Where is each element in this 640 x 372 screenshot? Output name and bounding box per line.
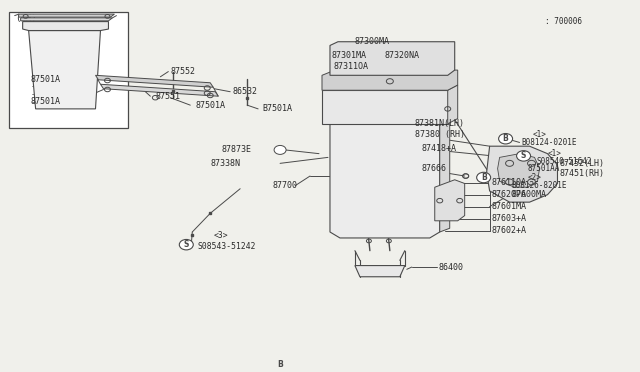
Text: 87451(RH): 87451(RH) [559, 169, 604, 178]
Text: 87501A: 87501A [195, 101, 225, 110]
Circle shape [274, 145, 286, 154]
Circle shape [477, 172, 491, 183]
Text: S: S [521, 151, 526, 160]
Text: B: B [277, 360, 283, 369]
Text: 86532: 86532 [232, 87, 257, 96]
Text: 87603+A: 87603+A [492, 214, 527, 223]
Text: 87501AA: 87501AA [527, 164, 560, 173]
Text: B08124-0201E: B08124-0201E [522, 138, 577, 147]
Polygon shape [440, 120, 450, 232]
Text: 87501A: 87501A [31, 74, 61, 84]
Text: <1>: <1> [547, 149, 561, 158]
Text: 87873E: 87873E [221, 145, 252, 154]
Text: 87338N: 87338N [210, 159, 240, 168]
Text: 87620PA: 87620PA [492, 190, 527, 199]
Text: <2>: <2> [527, 173, 541, 182]
Text: 87452(LH): 87452(LH) [559, 159, 604, 168]
Text: 86400: 86400 [439, 263, 464, 272]
Text: B: B [503, 134, 508, 143]
Text: 87418+A: 87418+A [422, 144, 457, 153]
Text: B: B [481, 173, 486, 182]
Bar [9, 12, 129, 128]
Text: 87301MA: 87301MA [332, 51, 367, 60]
Text: S08543-51242: S08543-51242 [197, 243, 256, 251]
Polygon shape [29, 31, 100, 109]
Text: 87602+A: 87602+A [492, 226, 527, 235]
Circle shape [499, 134, 513, 144]
Text: S08540-51642: S08540-51642 [536, 157, 592, 166]
Text: 87300MA: 87300MA [355, 37, 390, 46]
Text: 87552: 87552 [170, 67, 195, 76]
Text: 87311OA: 87311OA [334, 62, 369, 71]
Circle shape [273, 359, 287, 369]
Polygon shape [19, 14, 115, 17]
Polygon shape [95, 75, 213, 87]
Text: 87666: 87666 [422, 164, 447, 173]
Polygon shape [486, 146, 557, 202]
Polygon shape [330, 124, 440, 238]
Text: 87611OA: 87611OA [492, 178, 527, 187]
Polygon shape [435, 180, 465, 221]
Polygon shape [448, 85, 458, 124]
Polygon shape [498, 154, 540, 187]
Text: B08126-8201E: B08126-8201E [511, 181, 567, 190]
Text: 87320NA: 87320NA [385, 51, 420, 60]
Polygon shape [322, 90, 448, 124]
Text: S: S [184, 240, 189, 249]
Circle shape [516, 151, 531, 161]
Polygon shape [322, 70, 458, 90]
Text: B7501A: B7501A [262, 105, 292, 113]
Text: (LH): (LH) [15, 14, 36, 23]
Polygon shape [22, 22, 108, 31]
Polygon shape [330, 42, 454, 75]
Text: 87551: 87551 [156, 92, 180, 101]
Polygon shape [20, 18, 113, 21]
Text: 87380 (RH): 87380 (RH) [415, 131, 465, 140]
Text: 87381N(LH): 87381N(LH) [415, 119, 465, 128]
Text: <1>: <1> [532, 131, 547, 140]
Text: <3>: <3> [213, 231, 228, 240]
Text: 87501A: 87501A [31, 97, 61, 106]
Polygon shape [100, 84, 218, 96]
Text: 87601MA: 87601MA [492, 202, 527, 211]
Text: : 700006: : 700006 [545, 17, 582, 26]
Text: 87600MA: 87600MA [511, 190, 547, 199]
Polygon shape [355, 266, 405, 277]
Circle shape [179, 240, 193, 250]
Text: 87700: 87700 [272, 181, 297, 190]
